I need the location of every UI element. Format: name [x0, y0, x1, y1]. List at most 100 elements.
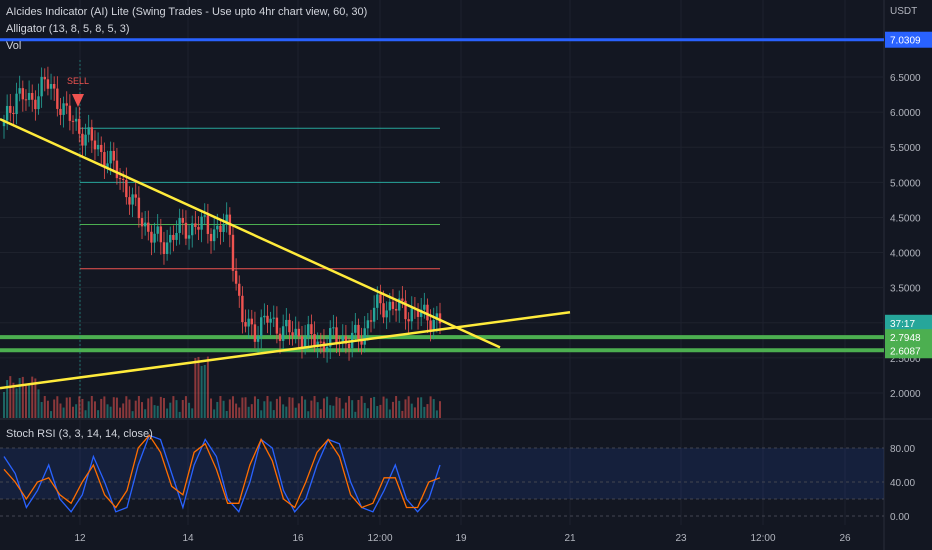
candle-body [269, 318, 272, 323]
volume-bar [373, 396, 376, 418]
volume-bar [435, 410, 438, 418]
candle-body [234, 270, 238, 284]
candle-body [300, 336, 304, 348]
candle-body [118, 178, 122, 180]
candle-body [27, 93, 31, 100]
stoch-series-line [3, 434, 441, 509]
candle-body [197, 226, 200, 230]
candle-body [272, 317, 275, 319]
candle-body [438, 313, 442, 324]
volume-bar [222, 400, 225, 418]
volume-bar [282, 404, 285, 418]
indicator-title[interactable]: AIcides Indicator (AI) Lite (Swing Trade… [6, 6, 368, 18]
volume-bar [310, 400, 313, 418]
volume-bar [112, 397, 115, 418]
candle-body [125, 179, 128, 198]
volume-bar [263, 401, 266, 418]
candle-body [87, 127, 90, 135]
candle-body [419, 309, 423, 317]
alligator-title[interactable]: Alligator (13, 8, 5, 8, 5, 3) [6, 23, 130, 35]
volume-bar [131, 411, 134, 418]
candle-body [288, 319, 291, 333]
volume-bar [294, 407, 297, 418]
volume-bar [407, 396, 410, 418]
candle-body [52, 83, 56, 89]
volume-bar [307, 411, 310, 418]
candle-body [100, 144, 103, 153]
y-tick-label: 5.5000 [890, 143, 921, 154]
volume-bar [354, 411, 357, 418]
candle-body [43, 76, 46, 80]
candle-body [385, 310, 388, 318]
candle-body [103, 152, 106, 168]
price-tag [885, 31, 932, 48]
y-tick-label: 6.0000 [890, 108, 921, 119]
candle-body [46, 79, 50, 89]
volume-bar [166, 408, 169, 418]
volume-bar [410, 403, 413, 418]
volume-bar [93, 401, 96, 418]
volume-bar [432, 399, 435, 418]
volume-bar [9, 376, 12, 418]
volume-bar [304, 399, 307, 418]
volume-bar [21, 376, 24, 418]
volume-bar [141, 402, 144, 418]
candle-body [423, 304, 426, 310]
candle-body [200, 216, 203, 230]
volume-bar [3, 392, 5, 418]
candle-body [429, 320, 432, 332]
candle-body [153, 233, 156, 243]
volume-bar [68, 397, 71, 418]
volume-bar [100, 398, 103, 418]
volume-bar [266, 396, 269, 418]
volume-bar [413, 407, 416, 418]
trendline [0, 311, 571, 390]
candle-body [150, 231, 153, 243]
volume-bar [150, 396, 153, 418]
candle-body [112, 150, 115, 161]
volume-bar [279, 396, 282, 418]
volume-bar [423, 406, 426, 418]
volume-bar [288, 397, 291, 418]
volume-bar [15, 388, 18, 418]
volume-bar [363, 402, 366, 418]
volume-bar [219, 396, 222, 418]
volume-bar [439, 401, 441, 418]
candle-body [115, 160, 119, 179]
x-tick-label: 14 [182, 533, 194, 544]
stoch-rsi-pane: 80.00 40.00 0.00 [0, 434, 915, 523]
time-axis[interactable]: 12 14 16 12:00 19 21 23 12:00 26 [74, 533, 851, 544]
volume-bar [376, 406, 379, 418]
volume-bar [253, 396, 256, 418]
candle-body [250, 318, 253, 325]
volume-bar [43, 396, 46, 418]
y-tick-label: 2.0000 [890, 389, 921, 400]
volume-bar [50, 411, 53, 418]
volume-bar [122, 403, 125, 418]
candle-body [379, 294, 382, 304]
candle-body [360, 338, 363, 345]
candle-body [281, 326, 285, 341]
candle-body [219, 225, 222, 232]
stoch-title[interactable]: Stoch RSI (3, 3, 14, 14, close) [6, 428, 153, 440]
candle-body [5, 105, 9, 121]
volume-bar [247, 406, 250, 418]
volume-bar [250, 404, 253, 418]
candle-body [335, 327, 338, 343]
candle-body [278, 333, 282, 341]
trendlines[interactable] [0, 117, 571, 390]
volume-title[interactable]: Vol [6, 40, 22, 52]
volume-bar [332, 405, 335, 418]
candle-body [109, 150, 112, 164]
price-tag [885, 342, 932, 359]
candle-body [332, 327, 335, 329]
candle-body [68, 105, 72, 121]
candle-body [21, 88, 25, 100]
volume-bar [366, 408, 369, 418]
price-axis[interactable]: 2.00002.50003.00003.50004.00004.50005.00… [885, 6, 932, 400]
candle-body [263, 315, 266, 318]
candle-body [203, 215, 206, 217]
volume-bar [285, 406, 288, 418]
volume-bar [6, 380, 9, 418]
